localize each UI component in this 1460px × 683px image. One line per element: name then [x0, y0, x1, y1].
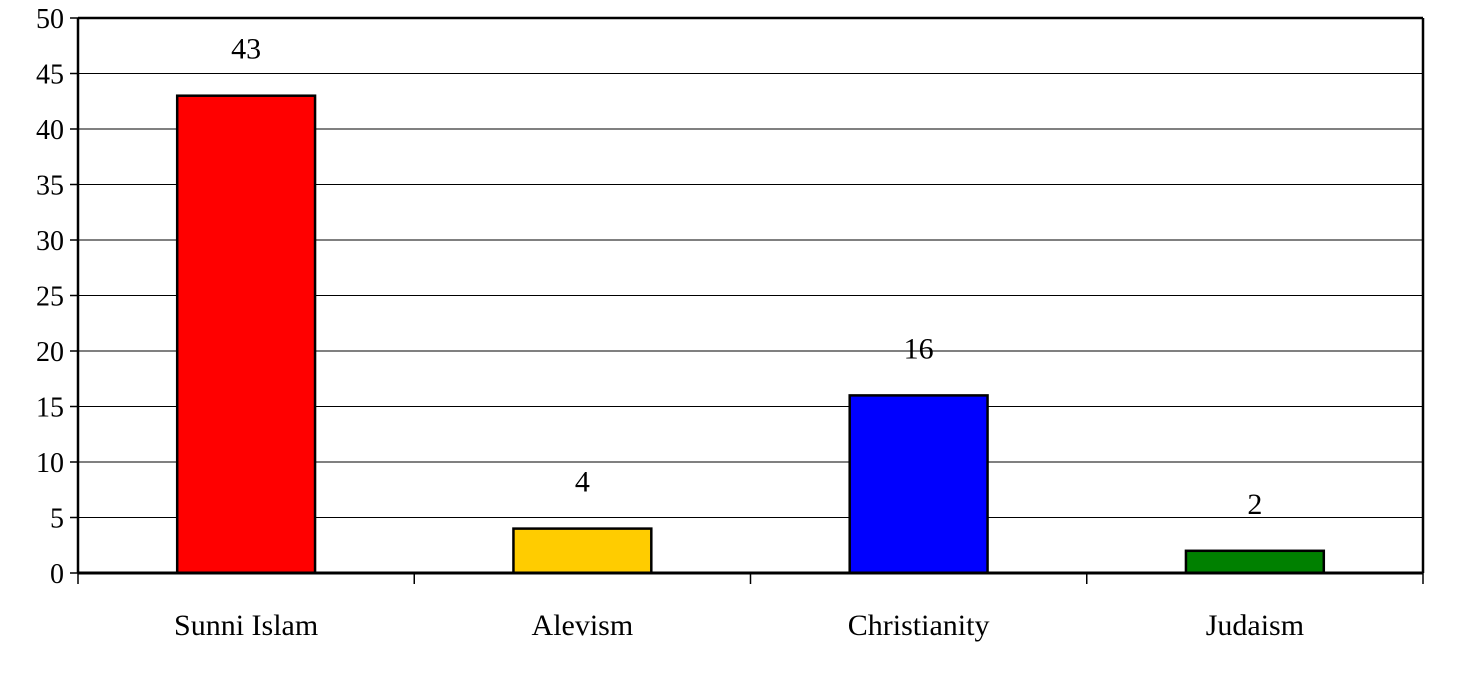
y-tick-label: 40 [36, 115, 64, 146]
y-tick-label: 35 [36, 171, 64, 202]
x-category-label: Christianity [848, 609, 990, 642]
labels: 0 5 10 15 20 25 30 35 40 45 50 43 Sunni Islam 4 Alevis… [36, 4, 1304, 642]
y-tick-label: 25 [36, 282, 64, 313]
y-tick-label: 0 [50, 559, 64, 590]
x-category-label: Judaism [1206, 609, 1304, 642]
y-tick-label: 50 [36, 4, 64, 35]
y-tick-label: 10 [36, 448, 64, 479]
bar-christianity [848, 394, 989, 575]
data-label: 4 [575, 466, 590, 499]
y-tick-label: 15 [36, 393, 64, 424]
data-label: 16 [904, 332, 934, 365]
data-label: 2 [1247, 488, 1262, 521]
axes [70, 16, 1425, 584]
data-label: 43 [231, 33, 261, 66]
bar-judaism [1184, 549, 1326, 575]
y-tick-label: 20 [36, 337, 64, 368]
bar-alevism [512, 527, 653, 575]
bar-sunni-islam [175, 94, 317, 575]
y-tick-label: 5 [50, 504, 64, 535]
bars [175, 94, 1326, 575]
x-category-label: Sunni Islam [174, 609, 318, 642]
y-tick-label: 45 [36, 60, 64, 91]
x-category-label: Alevism [532, 609, 634, 642]
y-tick-label: 30 [36, 226, 64, 257]
